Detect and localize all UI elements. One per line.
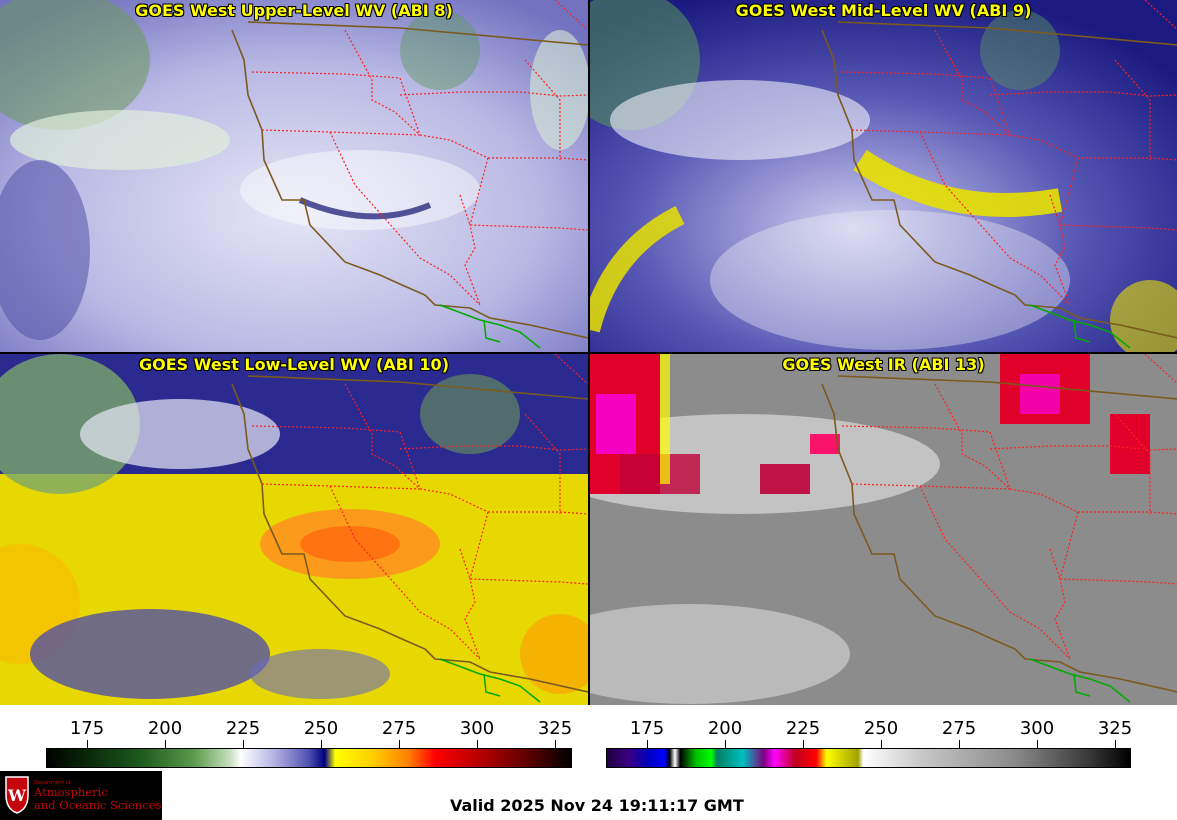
tick-label: 225 — [785, 718, 821, 739]
mid-level-wv-image — [590, 0, 1177, 352]
tick-label: 200 — [707, 718, 743, 739]
logo-line-atmospheric: Atmospheric — [34, 785, 108, 799]
logo-line-oceanic: and Oceanic Sciences — [34, 798, 162, 812]
tick-mark — [959, 740, 960, 748]
logo-department: Department of — [34, 780, 71, 786]
tick-mark — [165, 740, 166, 748]
logo-name: Atmospheric and Oceanic Sciences — [34, 786, 161, 812]
panel-ir: GOES West IR (ABI 13) — [590, 354, 1177, 705]
svg-text:W: W — [7, 786, 27, 805]
panel-upper-level-wv: GOES West Upper-Level WV (ABI 8) — [0, 0, 588, 352]
tick-label: 300 — [1019, 718, 1055, 739]
tick-mark — [803, 740, 804, 748]
tick-mark — [725, 740, 726, 748]
tick-mark — [321, 740, 322, 748]
panel-mid-level-wv: GOES West Mid-Level WV (ABI 9) — [590, 0, 1177, 352]
aos-logo[interactable]: W Department of Atmospheric and Oceanic … — [0, 771, 162, 820]
tick-label: 325 — [1097, 718, 1133, 739]
tick-label: 200 — [147, 718, 183, 739]
uw-crest-icon: W — [5, 776, 29, 814]
tick-label: 175 — [629, 718, 665, 739]
tick-mark — [1115, 740, 1116, 748]
tick-label: 275 — [941, 718, 977, 739]
tick-label: 275 — [381, 718, 417, 739]
tick-mark — [477, 740, 478, 748]
tick-label: 300 — [459, 718, 495, 739]
upper-level-wv-image — [0, 0, 588, 352]
tick-mark — [881, 740, 882, 748]
ir-image — [590, 354, 1177, 705]
tick-mark — [243, 740, 244, 748]
panel-low-level-wv: GOES West Low-Level WV (ABI 10) — [0, 354, 588, 705]
colorbar-water-vapor — [46, 748, 572, 768]
tick-label: 225 — [225, 718, 261, 739]
tick-mark — [555, 740, 556, 748]
tick-mark — [1037, 740, 1038, 748]
tick-label: 250 — [863, 718, 899, 739]
valid-time: Valid 2025 Nov 24 19:11:17 GMT — [450, 796, 744, 815]
colorbar-infrared — [606, 748, 1131, 768]
tick-mark — [399, 740, 400, 748]
tick-mark — [647, 740, 648, 748]
tick-label: 175 — [69, 718, 105, 739]
tick-label: 325 — [537, 718, 573, 739]
tick-label: 250 — [303, 718, 339, 739]
panel-divider-horizontal — [0, 352, 1177, 354]
low-level-wv-image — [0, 354, 588, 705]
tick-mark — [87, 740, 88, 748]
